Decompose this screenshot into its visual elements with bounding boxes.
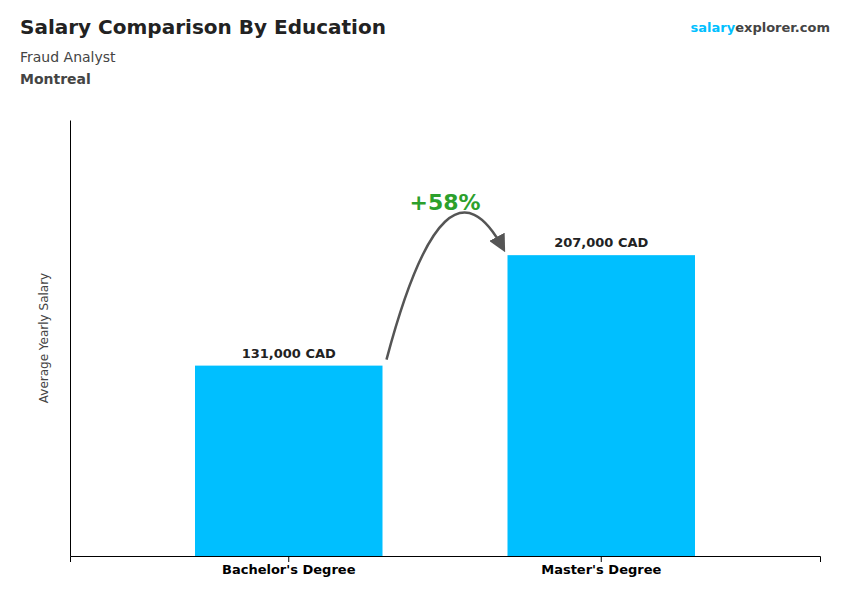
- x-tick-mark: [288, 556, 289, 562]
- subtitle: Montreal: [20, 71, 91, 87]
- bars: [195, 255, 695, 556]
- change-arrow: [387, 213, 504, 360]
- bar: [508, 255, 696, 556]
- plot: Bachelor's Degree Master's Degree Average …: [37, 121, 821, 578]
- data-labels: 131,000 CAD 207,000 CAD: [242, 235, 649, 360]
- title: Salary Comparison By Education: [20, 15, 386, 39]
- x-tick: Bachelor's Degree: [222, 556, 356, 577]
- subtitle: Fraud Analyst: [20, 49, 116, 65]
- source-part: salary: [691, 20, 736, 35]
- y-axis-line: [70, 121, 71, 557]
- change-label: +58%: [409, 190, 480, 215]
- data-label: 131,000 CAD: [242, 346, 336, 361]
- x-axis-line: [71, 557, 821, 563]
- x-tick: Master's Degree: [541, 556, 661, 577]
- chart: Salary Comparison By Education Fraud Anal…: [0, 0, 850, 606]
- x-tick-mark: [601, 556, 602, 562]
- x-tick-label: Master's Degree: [541, 562, 661, 577]
- bar: [195, 366, 383, 556]
- x-tick-label: Bachelor's Degree: [222, 562, 356, 577]
- x-axis: Bachelor's Degree Master's Degree: [71, 556, 821, 577]
- source: salaryexplorer.com: [691, 20, 830, 35]
- y-axis: [70, 121, 71, 557]
- source-part: explorer.com: [735, 20, 830, 35]
- data-label: 207,000 CAD: [554, 235, 648, 250]
- y-label: Average Yearly Salary: [37, 273, 51, 403]
